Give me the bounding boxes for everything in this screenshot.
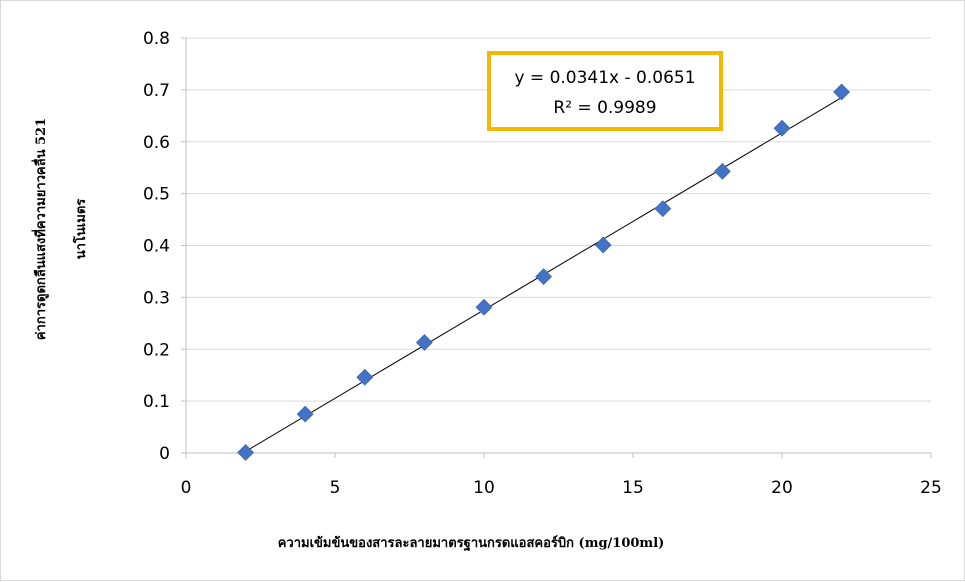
- x-tick-label: 10: [473, 478, 495, 498]
- data-point: [594, 236, 612, 254]
- equation-box: y = 0.0341x - 0.0651 R² = 0.9989: [487, 51, 723, 131]
- y-tick-label: 0.7: [143, 81, 170, 101]
- y-tick-label: 0.6: [143, 133, 170, 153]
- y-tick-label: 0.2: [143, 340, 170, 360]
- trendline-equation: y = 0.0341x - 0.0651: [514, 68, 695, 88]
- y-tick-label: 0.5: [143, 185, 170, 205]
- axes: [181, 37, 932, 458]
- x-tick-label: 25: [920, 478, 942, 498]
- r-squared-label: R² = 0.9989: [553, 98, 656, 118]
- y-axis-title-line-1: ค่าการดูดกลืนแสงที่ความยาวคลื่น 521: [31, 118, 49, 340]
- y-axis-title-line-2: นาโนเมตร: [72, 199, 89, 260]
- x-tick-label: 20: [771, 478, 793, 498]
- x-tick-label: 5: [330, 478, 341, 498]
- y-axis-title: ค่าการดูดกลืนแสงที่ความยาวคลื่น 521 นาโน…: [31, 118, 89, 340]
- data-point: [833, 83, 851, 101]
- y-tick-label: 0.3: [143, 288, 170, 308]
- data-point: [237, 444, 255, 461]
- data-point: [415, 334, 433, 351]
- data-point: [296, 405, 314, 423]
- data-point: [475, 298, 493, 316]
- x-tick-label: 15: [622, 478, 644, 498]
- tick-labels: 0 0.1 0.2 0.3 0.4 0.5 0.6 0.7 0.8 0 5 10 15 20 25: [143, 29, 942, 498]
- data-point: [356, 368, 374, 386]
- x-axis-title: ความเข้มข้นของสารละลายมาตรฐานกรดแอสคอร์บ…: [278, 535, 665, 552]
- data-point: [773, 119, 791, 137]
- y-tick-label: 0.8: [143, 29, 170, 49]
- data-point: [535, 268, 553, 286]
- equation-box-border: [487, 51, 723, 131]
- x-tick-label: 0: [181, 478, 192, 498]
- y-tick-label: 0.4: [143, 237, 170, 257]
- y-tick-label: 0: [159, 444, 170, 464]
- data-point: [713, 162, 731, 180]
- data-point: [654, 200, 672, 218]
- gridlines: [186, 37, 931, 402]
- y-tick-label: 0.1: [143, 392, 170, 412]
- data-points: [237, 83, 851, 461]
